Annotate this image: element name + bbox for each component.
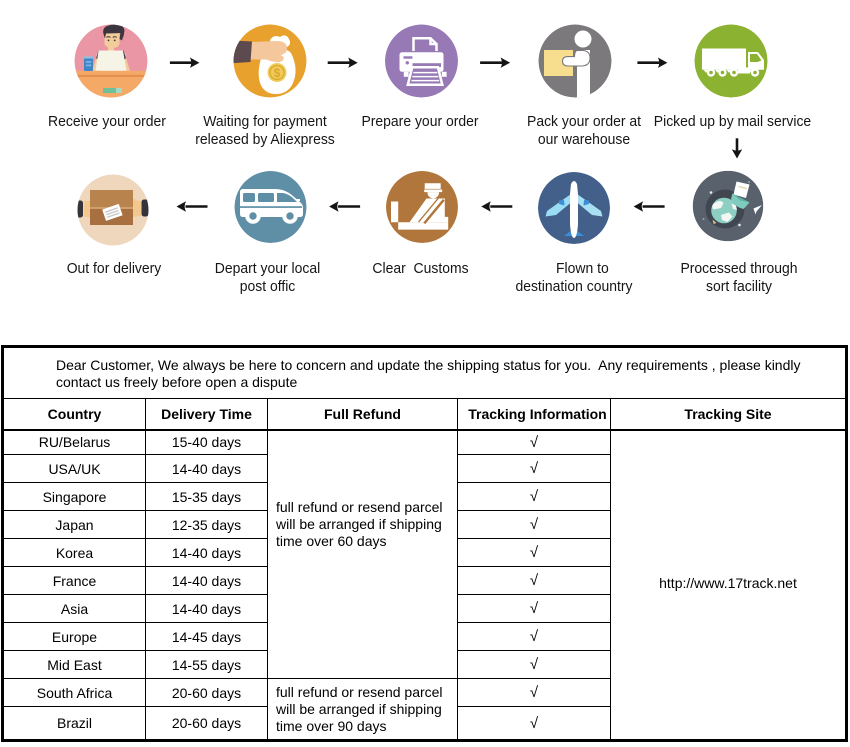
svg-text:$: $ bbox=[274, 66, 281, 80]
